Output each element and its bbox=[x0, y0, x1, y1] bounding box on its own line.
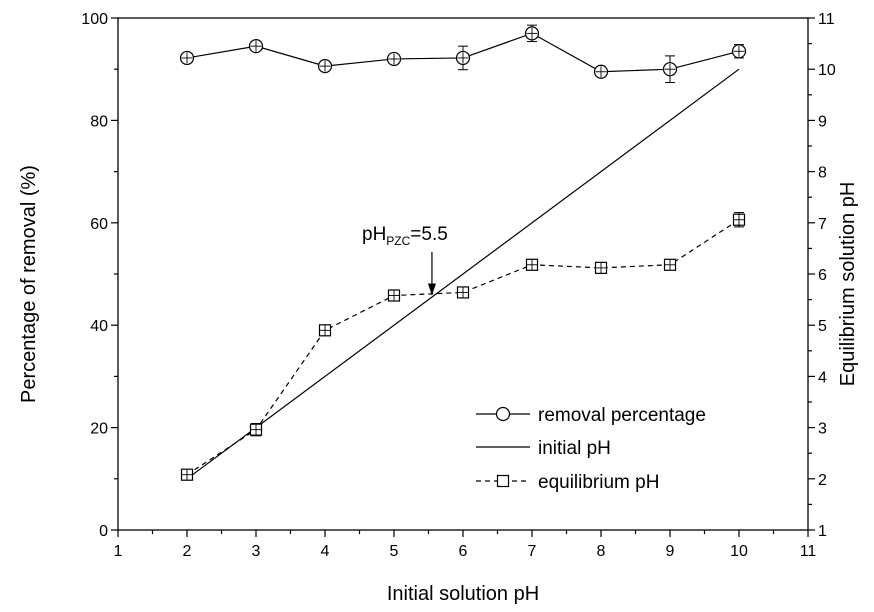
legend: removal percentage initial pH equilibrium … bbox=[476, 405, 706, 493]
circle-marker bbox=[495, 406, 511, 422]
x-tick-label: 8 bbox=[597, 543, 606, 560]
x-tick-label: 6 bbox=[459, 543, 468, 560]
y2-tick-label: 1 bbox=[818, 523, 827, 540]
y2-tick-label: 2 bbox=[818, 472, 827, 489]
y-tick-label: 20 bbox=[90, 421, 108, 438]
y-tick-label: 80 bbox=[90, 113, 108, 130]
y2-tick-label: 3 bbox=[818, 421, 827, 438]
x-tick-label: 7 bbox=[528, 543, 537, 560]
x-tick-label: 1 bbox=[114, 543, 123, 560]
series-initial-pH bbox=[186, 68, 740, 480]
x-tick-label: 11 bbox=[800, 543, 817, 560]
y2-tick-label: 10 bbox=[818, 62, 836, 79]
x-tick-label: 10 bbox=[730, 543, 748, 560]
legend-label: equilibrium pH bbox=[538, 472, 659, 493]
x-tick-label: 4 bbox=[321, 543, 330, 560]
axes: 1 2 3 4 5 6 7 8 9 10 11 0 20 40 60 80 100 1 2 3 4 5 6 7 8 9 10 11 bbox=[81, 11, 836, 560]
pzc-label: pHPZC=5.5 bbox=[362, 224, 448, 248]
pzc-arrow-head bbox=[427, 283, 436, 296]
series-equilibrium-pH bbox=[180, 212, 746, 481]
y2-tick-label: 7 bbox=[818, 216, 827, 233]
x-tick-label: 5 bbox=[390, 543, 399, 560]
pzc-label-main: pH bbox=[362, 224, 386, 245]
pzc-annotation: pHPZC=5.5 bbox=[362, 224, 448, 296]
y2-tick-label: 11 bbox=[818, 11, 835, 28]
series-removal-percentage bbox=[179, 24, 747, 84]
pzc-label-subscript: PZC bbox=[386, 234, 410, 248]
y2-axis-title: Equilibrium solution pH bbox=[837, 182, 859, 387]
y-tick-label: 100 bbox=[81, 11, 108, 28]
y-tick-label: 0 bbox=[99, 523, 108, 540]
y-axis-title: Percentage of removal (%) bbox=[18, 165, 40, 403]
x-tick-label: 2 bbox=[183, 543, 192, 560]
x-tick-label: 9 bbox=[666, 543, 675, 560]
legend-item: removal percentage bbox=[476, 405, 706, 426]
legend-item: equilibrium pH bbox=[476, 472, 659, 493]
x-tick-label: 3 bbox=[252, 543, 261, 560]
y-tick-label: 60 bbox=[90, 216, 108, 233]
plot-area bbox=[179, 24, 747, 481]
y2-tick-label: 9 bbox=[818, 113, 827, 130]
series-line bbox=[186, 219, 740, 476]
y2-tick-label: 8 bbox=[818, 165, 827, 182]
legend-label: initial pH bbox=[538, 438, 611, 459]
y2-tick-label: 5 bbox=[818, 318, 827, 335]
y2-tick-label: 4 bbox=[818, 369, 827, 386]
pzc-label-value: =5.5 bbox=[410, 224, 448, 245]
series-line bbox=[186, 68, 740, 480]
y2-tick-label: 6 bbox=[818, 267, 827, 284]
legend-item: initial pH bbox=[476, 438, 611, 459]
legend-label: removal percentage bbox=[538, 405, 706, 426]
x-axis-title: Initial solution pH bbox=[387, 583, 539, 605]
square-marker bbox=[496, 474, 510, 488]
y-tick-label: 40 bbox=[90, 318, 108, 335]
